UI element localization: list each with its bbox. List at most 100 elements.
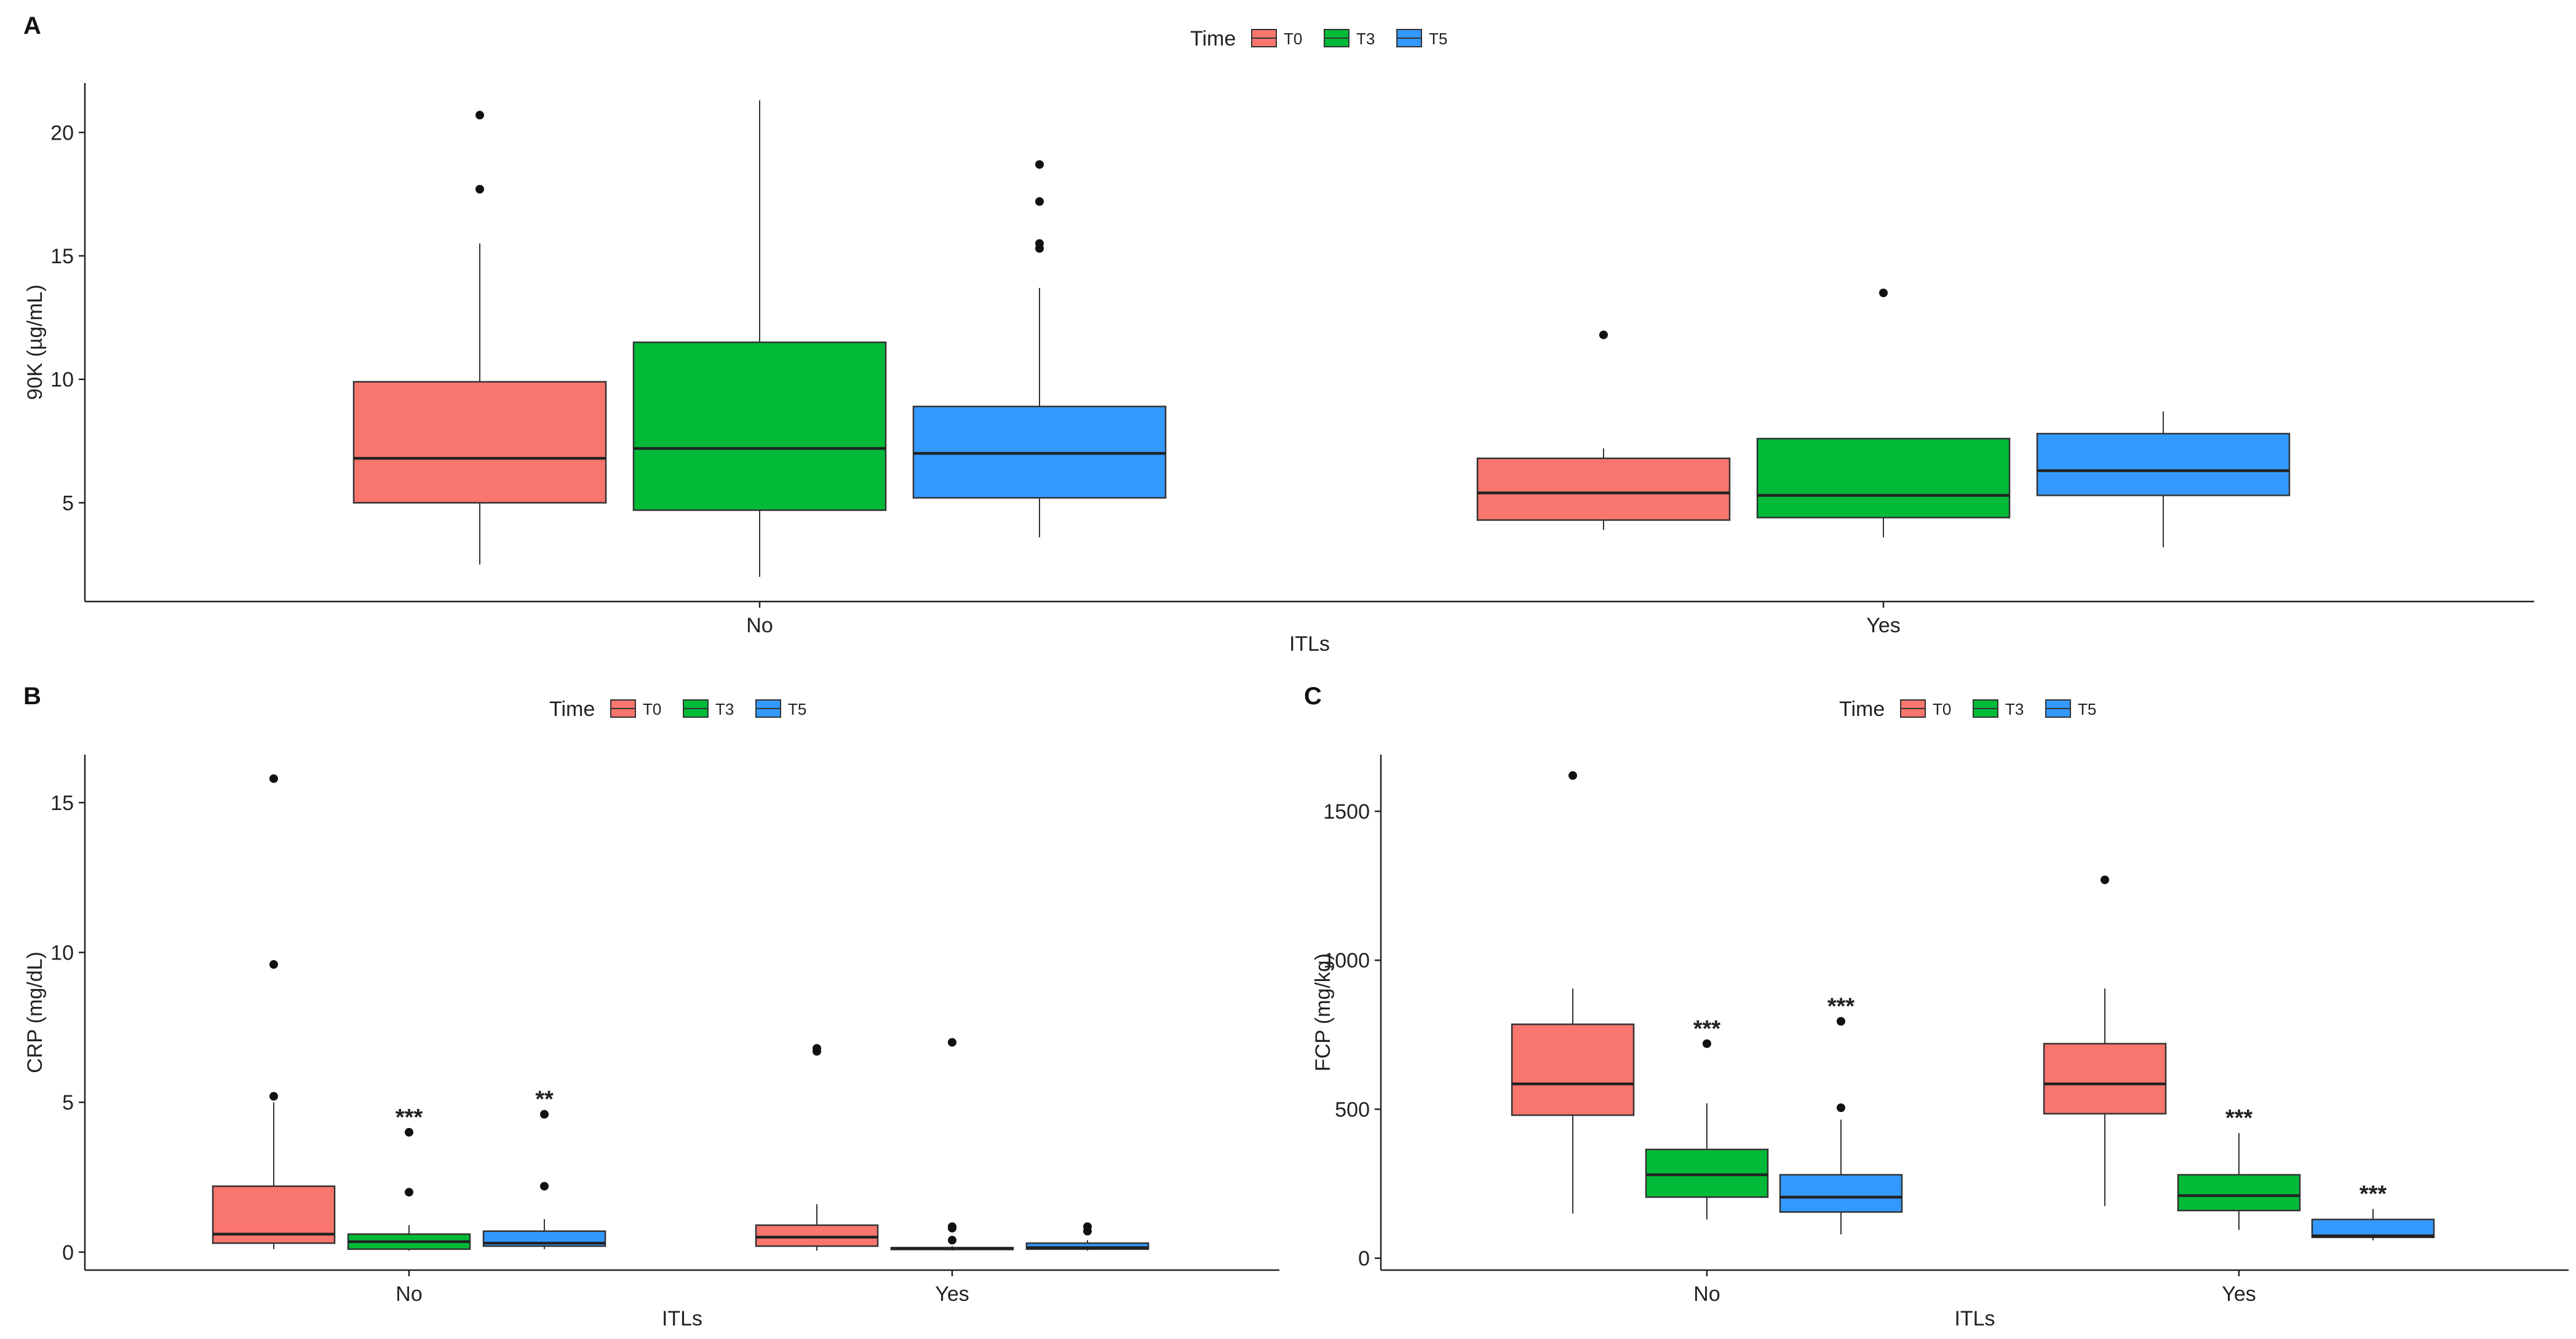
outlier-point bbox=[1599, 330, 1608, 340]
box-yes-t0 bbox=[1476, 330, 1731, 530]
legend: Time T0 T3 T5 bbox=[1190, 27, 1447, 50]
box-yes-t0 bbox=[2043, 875, 2167, 1206]
y-tick-label: 10 bbox=[50, 942, 74, 965]
legend-key-t5: T5 bbox=[2045, 699, 2096, 718]
outlier-point bbox=[1879, 288, 1888, 298]
outlier-point bbox=[1035, 160, 1044, 169]
box-no-t3: *** bbox=[347, 1105, 471, 1251]
y-tick-label: 20 bbox=[50, 121, 74, 145]
x-tick-label: Yes bbox=[935, 1282, 969, 1306]
box-iqr bbox=[1779, 1174, 1903, 1213]
x-axis-label: ITLs bbox=[662, 1307, 702, 1330]
box-yes-t3 bbox=[1756, 288, 2011, 538]
legend-key-t0: T0 bbox=[1900, 699, 1951, 718]
legend-key-t5: T5 bbox=[1396, 29, 1447, 48]
boxplot-fcp: Time T0 T3 T5 0 500 1000 1500 No Yes ITLs FCP (mg/k… bbox=[1311, 697, 2569, 1330]
box-yes-t3 bbox=[890, 1038, 1014, 1251]
legend-label-t5: T5 bbox=[2078, 700, 2096, 718]
y-tick-label: 15 bbox=[50, 792, 74, 815]
significance-label: *** bbox=[2225, 1105, 2253, 1131]
box-iqr bbox=[1511, 1023, 1635, 1116]
outlier-point bbox=[948, 1222, 956, 1231]
y-axis-label: FCP (mg/kg) bbox=[1311, 953, 1335, 1071]
box-iqr bbox=[1476, 457, 1731, 521]
legend-key-t3: T3 bbox=[1973, 699, 2024, 718]
outlier-point bbox=[475, 185, 484, 194]
y-tick-label: 5 bbox=[62, 1091, 74, 1115]
box-iqr bbox=[1756, 437, 2011, 519]
outlier-point bbox=[1035, 197, 1044, 206]
box-no-t3 bbox=[632, 100, 887, 577]
significance-label: *** bbox=[1827, 994, 1855, 1020]
box-iqr bbox=[2043, 1043, 2167, 1115]
legend-title: Time bbox=[1839, 697, 1885, 721]
y-tick-label: 1500 bbox=[1323, 800, 1370, 824]
box-no-t0 bbox=[352, 111, 607, 565]
legend-title: Time bbox=[549, 697, 595, 721]
box-no-t5: ** bbox=[482, 1087, 606, 1249]
x-tick-label: No bbox=[1693, 1282, 1720, 1306]
x-tick-label: No bbox=[746, 614, 773, 637]
legend-key-t3: T3 bbox=[683, 699, 734, 718]
outlier-point bbox=[1035, 239, 1044, 248]
box-no-t0 bbox=[212, 774, 336, 1249]
outlier-point bbox=[540, 1110, 549, 1119]
outlier-point bbox=[269, 960, 278, 969]
legend-label-t0: T0 bbox=[1933, 700, 1951, 718]
y-axis-label: 90K (µg/mL) bbox=[23, 285, 47, 400]
legend-key-t0: T0 bbox=[1251, 29, 1302, 48]
boxplot-90k: Time T0 T3 T5 5 10 15 20 No Yes ITLs 90K (µg/mL) bbox=[23, 27, 2534, 656]
outlier-point bbox=[948, 1236, 956, 1245]
x-tick-label: Yes bbox=[2222, 1282, 2256, 1306]
outlier-point bbox=[405, 1127, 413, 1137]
box-iqr bbox=[352, 381, 607, 504]
legend-title: Time bbox=[1190, 27, 1236, 50]
legend-label-t3: T3 bbox=[1356, 30, 1375, 48]
box-yes-t3: *** bbox=[2177, 1105, 2301, 1230]
significance-label: *** bbox=[396, 1105, 423, 1130]
panel-label-a: A bbox=[23, 12, 41, 39]
x-axis-label: ITLs bbox=[1954, 1307, 1995, 1330]
outlier-point bbox=[405, 1188, 413, 1197]
y-tick-label: 0 bbox=[1358, 1247, 1370, 1271]
legend-label-t5: T5 bbox=[788, 700, 806, 718]
legend: Time T0 T3 T5 bbox=[549, 697, 806, 721]
box-no-t5: *** bbox=[1779, 994, 1903, 1234]
outlier-point bbox=[1703, 1039, 1711, 1048]
panel-label-b: B bbox=[23, 683, 41, 710]
x-tick-label: No bbox=[396, 1282, 422, 1306]
outlier-point bbox=[475, 111, 484, 120]
y-tick-label: 0 bbox=[62, 1241, 74, 1265]
y-axis-label: CRP (mg/dL) bbox=[23, 952, 47, 1073]
legend-label-t5: T5 bbox=[1429, 30, 1447, 48]
x-axis-label: ITLs bbox=[1289, 632, 1330, 656]
outlier-point bbox=[1837, 1017, 1845, 1026]
box-iqr bbox=[1025, 1242, 1150, 1250]
box-iqr bbox=[2177, 1174, 2301, 1212]
legend: Time T0 T3 T5 bbox=[1839, 697, 2096, 721]
significance-label: ** bbox=[535, 1087, 554, 1113]
y-tick-label: 500 bbox=[1335, 1098, 1370, 1121]
box-yes-t5: *** bbox=[2311, 1182, 2435, 1241]
legend-label-t3: T3 bbox=[715, 700, 734, 718]
box-no-t0 bbox=[1511, 771, 1635, 1214]
legend-label-t3: T3 bbox=[2005, 700, 2024, 718]
legend-key-t3: T3 bbox=[1324, 29, 1375, 48]
outlier-point bbox=[540, 1182, 549, 1191]
panel-label-c: C bbox=[1304, 683, 1322, 710]
panel-a: A Time T0 T3 T5 5 10 15 20 No Yes ITLs 90K (µg/mL) bbox=[23, 12, 2534, 656]
significance-label: *** bbox=[2359, 1182, 2387, 1207]
legend-key-t0: T0 bbox=[610, 699, 661, 718]
box-yes-t0 bbox=[755, 1044, 879, 1251]
outlier-point bbox=[269, 1092, 278, 1101]
box-no-t5 bbox=[912, 160, 1167, 538]
y-tick-label: 1000 bbox=[1323, 949, 1370, 972]
box-iqr bbox=[1645, 1148, 1769, 1198]
outlier-point bbox=[948, 1038, 956, 1047]
legend-key-t5: T5 bbox=[755, 699, 806, 718]
significance-label: *** bbox=[1693, 1016, 1721, 1042]
outlier-point bbox=[1568, 771, 1577, 780]
outlier-point bbox=[2101, 875, 2109, 884]
legend-label-t0: T0 bbox=[643, 700, 661, 718]
